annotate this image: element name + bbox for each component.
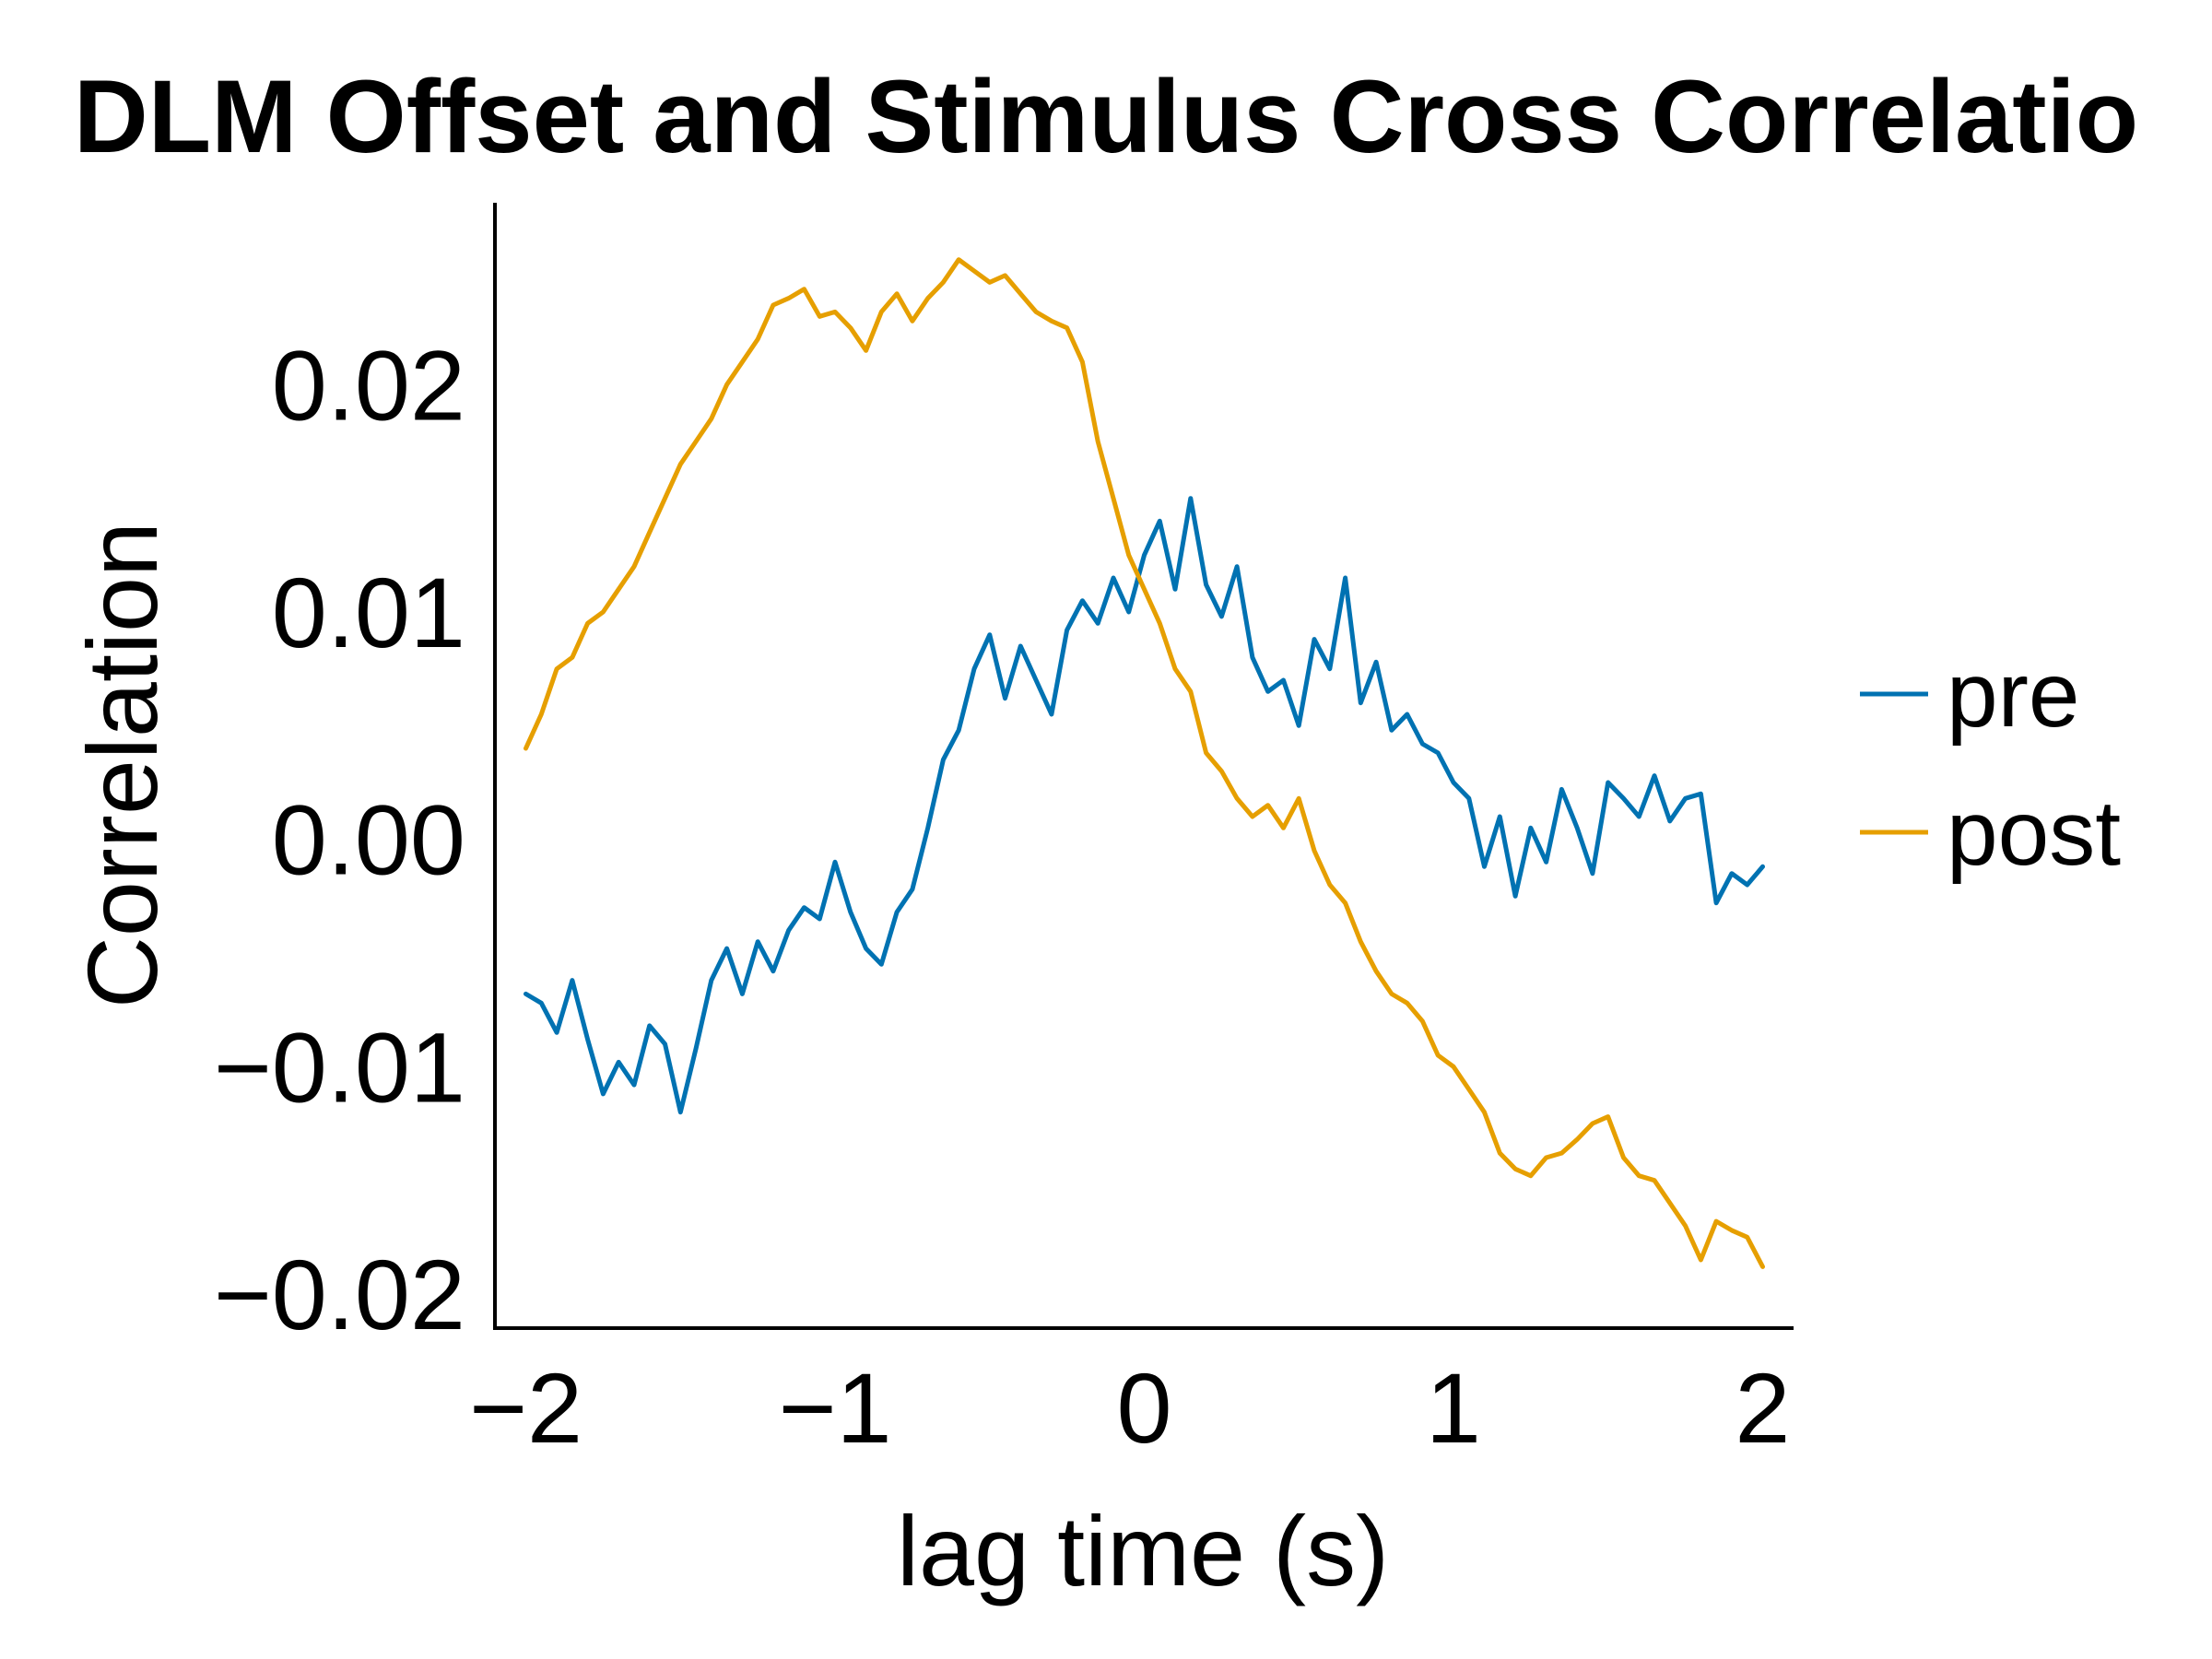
x-tick-label: −1: [778, 1352, 891, 1464]
series-line-post: [524, 257, 1765, 1269]
y-tick-label: 0.01: [272, 557, 465, 668]
chart-title: DLM Offset and Stimulus Cross Correlatio: [74, 59, 2138, 174]
x-tick-label: 1: [1426, 1352, 1481, 1464]
y-axis-label: Correlation: [66, 522, 178, 1008]
y-tick-label: −0.01: [214, 1011, 465, 1123]
y-tick-label: −0.02: [214, 1239, 465, 1350]
legend-label-pre: pre: [1947, 643, 2080, 747]
x-tick-label: −2: [469, 1352, 582, 1464]
y-tick-labels: 0.02 0.01 0.00 −0.01 −0.02: [214, 329, 465, 1350]
series-line-pre: [524, 496, 1765, 1115]
x-tick-label: 2: [1735, 1352, 1790, 1464]
x-tick-label: 0: [1116, 1352, 1171, 1464]
y-tick-label: 0.02: [272, 329, 465, 441]
legend: pre post: [1860, 643, 2121, 885]
x-axis-label: lag time (s): [897, 1495, 1389, 1606]
x-tick-labels: −2 −1 0 1 2: [469, 1352, 1791, 1464]
legend-label-post: post: [1947, 782, 2121, 885]
series-lines: [524, 257, 1765, 1269]
y-tick-label: 0.00: [272, 784, 465, 896]
